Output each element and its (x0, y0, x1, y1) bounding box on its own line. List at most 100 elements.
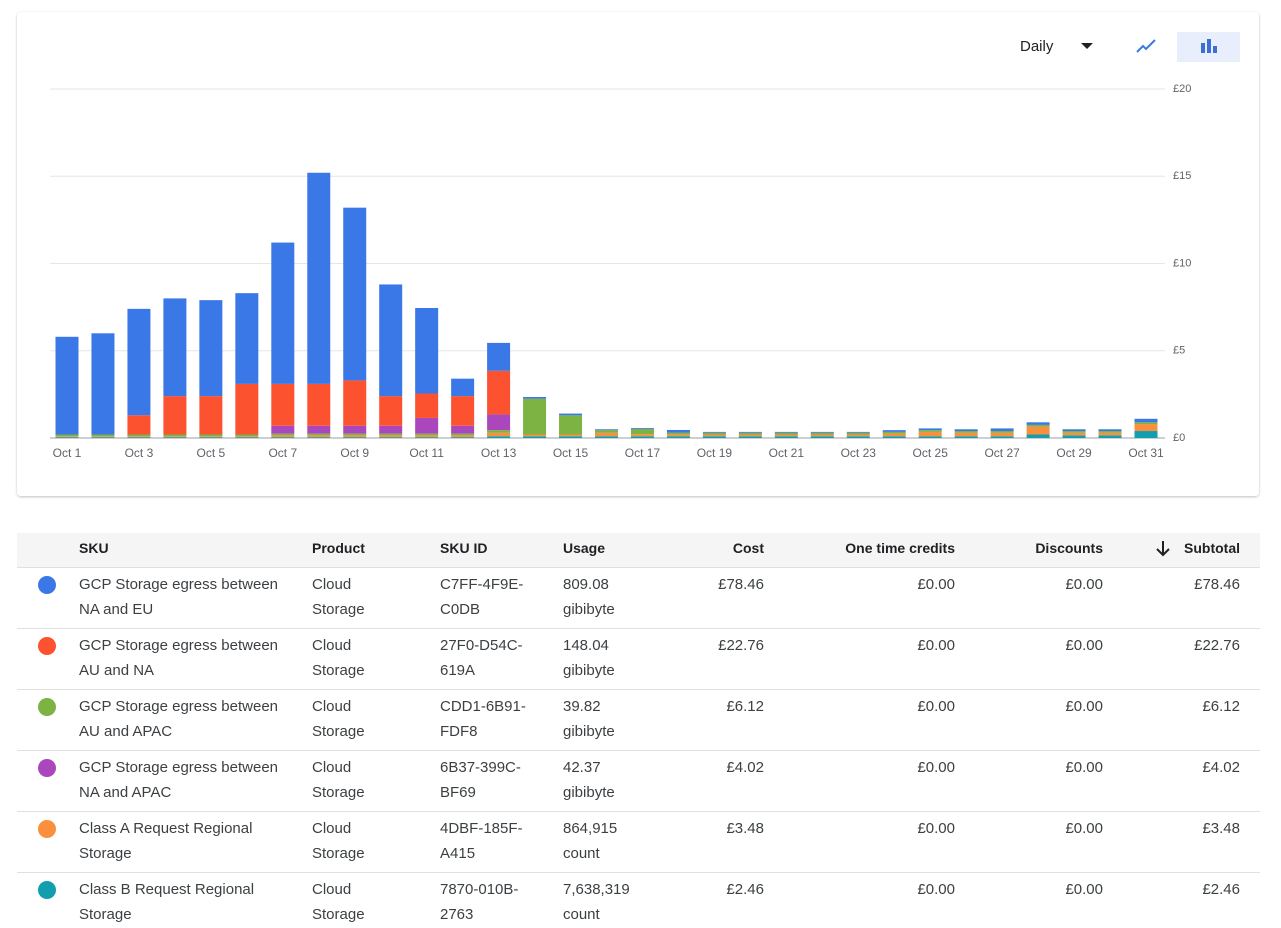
bar-segment (990, 431, 1014, 433)
bar-segment (559, 413, 583, 416)
x-tick-label: Oct 3 (125, 446, 154, 460)
bar-segment (990, 432, 1014, 437)
dropdown-arrow[interactable] (1081, 43, 1093, 49)
bar-segment (1062, 431, 1086, 433)
table-cell: £0.00 (1065, 576, 1103, 593)
bar-segment (307, 425, 331, 434)
bar-segment (379, 425, 403, 434)
table-cell: £22.76 (718, 637, 764, 654)
bar-segment (379, 396, 403, 426)
table-cell: £4.02 (726, 759, 764, 776)
bar-segment (199, 300, 223, 397)
bar-segment (666, 434, 690, 437)
bar-segment (846, 434, 870, 437)
bar-segment (451, 435, 475, 438)
bar-segment (882, 436, 906, 438)
x-tick-label: Oct 11 (409, 446, 444, 460)
x-tick-label: Oct 15 (553, 446, 589, 460)
bar-segment (307, 437, 331, 438)
bar-segment (271, 433, 295, 436)
bar-segment (415, 393, 439, 418)
series-dot (38, 698, 56, 716)
table-cell: Class B Request Regional Storage (79, 881, 255, 923)
column-header: SKU (79, 540, 109, 556)
bar-segment (595, 436, 618, 438)
table-cell: 27F0-D54C-619A (440, 637, 523, 679)
table-cell: Cloud Storage (312, 820, 365, 862)
table-cell: £0.00 (917, 820, 955, 837)
row-divider (17, 750, 1260, 751)
row-divider (17, 872, 1260, 873)
row-divider (17, 811, 1260, 812)
x-tick-label: Oct 29 (1056, 446, 1092, 460)
bar-segment (235, 437, 259, 438)
bar-segment (199, 434, 223, 437)
row-divider (17, 689, 1260, 690)
bar-segment (163, 437, 187, 438)
bar-segment (271, 437, 295, 438)
line-view-button[interactable] (1136, 39, 1156, 53)
table-cell: Cloud Storage (312, 698, 365, 740)
bar-segment (199, 436, 223, 438)
bar-segment (1134, 422, 1158, 425)
bar-segment (882, 433, 906, 437)
table-cell: £0.00 (917, 698, 955, 715)
bar-segment (702, 432, 726, 435)
bar-segment (1026, 434, 1050, 438)
bar-segment (343, 433, 367, 436)
bar-segment (846, 436, 870, 438)
bar-segment (595, 430, 618, 433)
bar-segment (1098, 435, 1122, 438)
sort-arrow[interactable] (1153, 539, 1173, 559)
table-cell: £0.00 (917, 576, 955, 593)
bar-segment (595, 432, 618, 437)
bar-segment (55, 437, 79, 438)
bar-segment (990, 436, 1014, 438)
column-header: Discounts (1035, 540, 1103, 556)
bar-segment (630, 428, 654, 435)
period-dropdown[interactable]: Daily (1020, 38, 1054, 55)
bar-icon[interactable] (1201, 39, 1217, 53)
table-cell: 42.37 gibibyte (563, 759, 615, 801)
x-tick-label: Oct 9 (340, 446, 369, 460)
bar-segment (882, 430, 906, 432)
table-cell: GCP Storage egress between NA and APAC (79, 759, 279, 801)
table-cell: £6.12 (1202, 698, 1240, 715)
bar-segment (810, 436, 834, 438)
x-tick-label: Oct 1 (53, 446, 82, 460)
y-tick-label: £15 (1173, 170, 1191, 182)
bar-segment (343, 425, 367, 434)
column-header: Product (312, 540, 365, 556)
bar-segment (91, 437, 115, 438)
table-cell: £2.46 (726, 881, 764, 898)
bar-segment (199, 437, 223, 438)
bar-segment (379, 433, 403, 436)
table-cell: GCP Storage egress between AU and NA (79, 637, 279, 679)
bar-segment (918, 431, 942, 437)
bar-segment (127, 308, 151, 416)
bar-segment (595, 429, 618, 431)
series-dot (38, 759, 56, 777)
x-tick-label: Oct 31 (1128, 446, 1164, 460)
bar-segment (451, 378, 475, 397)
bar-segment (343, 437, 367, 438)
bar-segment (1098, 431, 1122, 433)
bar-segment (415, 433, 439, 436)
bar-segment (127, 415, 151, 435)
bar-segment (810, 434, 834, 437)
bar-segment (379, 284, 403, 397)
bar-segment (918, 430, 942, 432)
table-cell: £0.00 (1065, 820, 1103, 837)
table-cell: Cloud Storage (312, 576, 365, 618)
x-tick-label: Oct 21 (769, 446, 805, 460)
bar-segment (307, 433, 331, 436)
bar-segment (738, 434, 762, 437)
bar-segment (487, 430, 511, 433)
bar-segment (415, 437, 439, 438)
bar-segment (1134, 418, 1158, 423)
table-cell: 39.82 gibibyte (563, 698, 615, 740)
bar-segment (415, 435, 439, 438)
table-cell: C7FF-4F9E-C0DB (440, 576, 524, 618)
bar-segment (774, 434, 798, 437)
bar-segment (379, 435, 403, 438)
